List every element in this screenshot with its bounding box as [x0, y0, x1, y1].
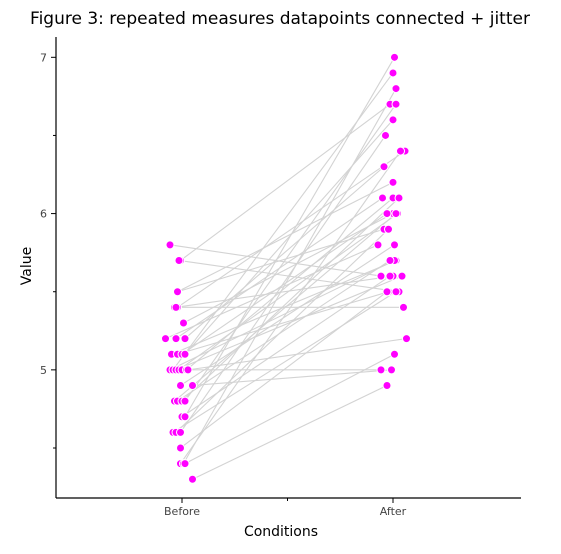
point-after [373, 240, 383, 250]
connector-line [184, 353, 395, 465]
connector-line [174, 213, 397, 402]
point-after [379, 162, 389, 172]
connector-line [177, 260, 391, 402]
x-axis-label: Conditions [244, 524, 318, 540]
point-after [388, 115, 398, 125]
y-tick-label: 6 [40, 208, 47, 221]
point-after [390, 349, 399, 359]
point-before [165, 240, 175, 250]
point-before [171, 302, 181, 312]
connector-line [184, 103, 397, 402]
connector-lines [165, 57, 407, 480]
x-tick-label: After [380, 505, 407, 518]
y-axis-ticks: 5 6 7 [40, 51, 56, 449]
connector-line [181, 213, 388, 355]
point-before [171, 334, 181, 344]
connector-line [183, 213, 394, 324]
point-after [385, 255, 395, 265]
connector-line [181, 197, 400, 402]
point-after [384, 224, 393, 234]
point-after [391, 99, 401, 109]
point-after [396, 146, 405, 156]
point-after [390, 52, 399, 62]
x-axis-ticks: Before After [164, 498, 407, 518]
connector-line [180, 103, 391, 261]
point-before [180, 459, 190, 469]
point-after [391, 84, 401, 94]
connector-line [180, 135, 386, 433]
connector-line [175, 228, 389, 433]
point-after [382, 209, 392, 219]
point-before [180, 334, 190, 344]
point-before [176, 427, 185, 437]
connector-line [180, 291, 388, 449]
connector-line [180, 244, 395, 386]
connector-line [171, 259, 397, 355]
point-after [381, 130, 390, 140]
point-before [179, 318, 188, 328]
data-points [161, 52, 411, 484]
y-tick-label: 7 [40, 51, 47, 64]
point-after [376, 365, 386, 375]
y-axis-label: Value [19, 247, 35, 285]
point-after [391, 287, 401, 297]
connector-line [172, 291, 397, 433]
connector-line [175, 275, 394, 308]
connector-line [169, 259, 395, 371]
point-before [180, 412, 190, 422]
point-before [188, 474, 197, 484]
point-after [387, 365, 396, 375]
point-before [174, 255, 184, 265]
connector-line [184, 119, 394, 355]
connector-line [178, 213, 398, 371]
point-after [399, 302, 408, 312]
point-after [382, 287, 392, 297]
connector-line [192, 384, 388, 480]
connector-line [180, 150, 401, 464]
connector-line [177, 291, 389, 355]
point-before [176, 380, 185, 390]
point-after [378, 193, 387, 203]
point-before [183, 365, 193, 375]
point-after [390, 240, 399, 250]
connector-line [181, 275, 391, 418]
connector-line [165, 244, 379, 340]
point-after [376, 271, 386, 281]
connector-line [175, 275, 403, 371]
connector-line [184, 57, 395, 418]
point-after [388, 68, 398, 78]
chart-title: Figure 3: repeated measures datapoints c… [30, 9, 530, 29]
axes [55, 37, 521, 499]
point-after [402, 334, 411, 344]
y-tick-label: 5 [40, 364, 47, 377]
point-after [382, 380, 392, 390]
point-before [173, 287, 182, 297]
point-before [161, 334, 170, 344]
point-after [391, 209, 401, 219]
point-before [180, 396, 190, 406]
point-after [385, 271, 395, 281]
point-before [176, 443, 185, 453]
connector-line [186, 197, 394, 371]
connector-line [177, 150, 406, 308]
x-tick-label: Before [164, 505, 200, 518]
connector-line [177, 181, 394, 293]
point-after [394, 193, 404, 203]
connector-line [184, 166, 385, 340]
connector-line [183, 88, 397, 464]
connector-line [192, 369, 392, 387]
point-before [180, 349, 190, 359]
point-before [188, 380, 197, 390]
point-after [388, 177, 398, 187]
point-after [397, 271, 407, 281]
